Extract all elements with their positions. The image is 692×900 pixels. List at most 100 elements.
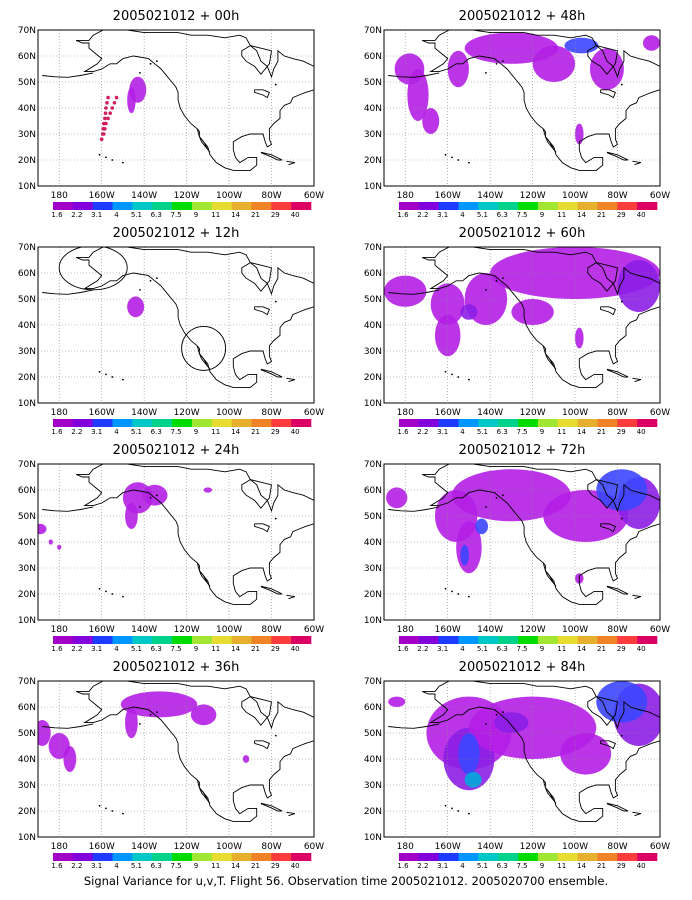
colorbar-label: 2.2 — [417, 428, 428, 436]
colorbar-swatch — [617, 419, 638, 427]
map-panel-24h: 2005021012 + 24h 10N 20N 30N 40N 50N 60N 70N 180… — [0, 434, 346, 653]
signal-region — [63, 746, 77, 772]
signal-region — [120, 691, 198, 718]
colorbar-label: 14 — [577, 645, 586, 653]
colorbar-swatch — [577, 636, 598, 644]
x-tick-label: 80W — [607, 408, 627, 418]
signal-region — [560, 733, 612, 775]
colorbar-label: 4 — [460, 862, 465, 870]
colorbar-label: 7.5 — [517, 211, 528, 219]
colorbar: 1.6 2.2 3.1 4 5.1 6.3 7.5 9 11 14 21 29 40 — [397, 419, 658, 436]
colorbar-swatch — [617, 202, 638, 210]
colorbar-swatch — [172, 853, 193, 861]
colorbar-swatch — [438, 202, 459, 210]
colorbar-swatch — [172, 202, 193, 210]
colorbar-label: 7.5 — [171, 645, 182, 653]
x-tick-label: 160W — [435, 408, 461, 418]
x-tick-label: 60W — [650, 842, 670, 852]
colorbar-swatch — [211, 853, 232, 861]
signal-region — [127, 87, 136, 114]
y-tick-label: 20N — [364, 373, 382, 383]
panel-title: 2005021012 + 00h — [113, 9, 240, 24]
colorbar-swatch — [577, 202, 598, 210]
colorbar-label: 40 — [291, 211, 300, 219]
colorbar-swatch — [53, 202, 74, 210]
colorbar-label: 40 — [291, 862, 300, 870]
observation-point — [108, 111, 112, 115]
colorbar-swatch — [231, 419, 252, 427]
colorbar-label: 29 — [617, 428, 626, 436]
colorbar-swatch — [418, 419, 439, 427]
x-tick-label: 120W — [174, 191, 200, 201]
colorbar-swatch — [271, 202, 292, 210]
colorbar-swatch — [53, 853, 74, 861]
colorbar-label: 5.1 — [131, 862, 142, 870]
colorbar-swatch — [211, 636, 232, 644]
observation-point — [99, 137, 104, 141]
y-tick-label: 40N — [18, 755, 36, 765]
colorbar-swatch — [291, 853, 312, 861]
colorbar-label: 2.2 — [71, 645, 82, 653]
y-tick-label: 10N — [18, 616, 36, 626]
x-tick-label: 60W — [304, 408, 324, 418]
colorbar-label: 2.2 — [71, 428, 82, 436]
colorbar-label: 2.2 — [417, 645, 428, 653]
colorbar-label: 29 — [617, 211, 626, 219]
colorbar-swatch — [231, 636, 252, 644]
colorbar-swatch — [132, 419, 153, 427]
coastline — [388, 247, 660, 388]
y-tick-label: 10N — [18, 182, 36, 192]
y-tick-label: 20N — [364, 590, 382, 600]
colorbar-label: 1.6 — [397, 645, 409, 653]
colorbar-label: 14 — [577, 428, 586, 436]
x-tick-label: 100W — [562, 191, 588, 201]
y-tick-label: 60N — [18, 269, 36, 279]
colorbar-swatch — [251, 853, 272, 861]
colorbar-swatch — [498, 636, 519, 644]
colorbar-swatch — [172, 636, 193, 644]
colorbar-swatch — [271, 419, 292, 427]
colorbar-swatch — [251, 202, 272, 210]
colorbar-label: 14 — [231, 862, 240, 870]
colorbar-swatch — [152, 202, 173, 210]
signal-region — [203, 487, 213, 493]
map-panel-12h: 2005021012 + 12h 10N 20N 30N 40N 50N 60N 70N 180… — [0, 217, 346, 436]
y-tick-label: 50N — [364, 512, 382, 522]
colorbar-label: 9 — [540, 645, 544, 653]
observation-point — [102, 132, 106, 136]
colorbar-swatch — [617, 853, 638, 861]
colorbar-label: 4 — [114, 645, 119, 653]
x-tick-label: 140W — [477, 408, 503, 418]
colorbar-swatch — [152, 853, 173, 861]
colorbar: 1.6 2.2 3.1 4 5.1 6.3 7.5 9 11 14 21 29 40 — [51, 202, 312, 219]
colorbar-swatch — [458, 202, 479, 210]
colorbar-swatch — [152, 419, 173, 427]
colorbar-label: 9 — [194, 645, 198, 653]
y-tick-label: 20N — [364, 156, 382, 166]
colorbar-label: 6.3 — [151, 862, 162, 870]
colorbar-label: 7.5 — [517, 428, 528, 436]
colorbar-label: 11 — [557, 862, 566, 870]
colorbar-label: 3.1 — [437, 428, 448, 436]
map-panel-72h: 2005021012 + 72h 10N 20N 30N 40N 50N 60N 70N 180… — [346, 434, 692, 653]
y-tick-label: 10N — [18, 833, 36, 843]
y-tick-label: 30N — [18, 564, 36, 574]
colorbar-swatch — [112, 636, 133, 644]
colorbar-label: 3.1 — [91, 211, 102, 219]
plot-frame — [37, 680, 315, 838]
plot-frame — [37, 29, 315, 187]
colorbar-label: 21 — [597, 645, 606, 653]
colorbar-swatch — [518, 202, 539, 210]
colorbar-swatch — [498, 419, 519, 427]
x-tick-label: 160W — [89, 625, 115, 635]
colorbar-label: 21 — [251, 428, 260, 436]
colorbar-label: 29 — [271, 862, 280, 870]
colorbar-label: 5.1 — [131, 428, 142, 436]
colorbar-swatch — [132, 202, 153, 210]
y-tick-label: 40N — [364, 104, 382, 114]
y-tick-label: 10N — [364, 182, 382, 192]
panel-title: 2005021012 + 36h — [113, 660, 240, 675]
colorbar-swatch — [399, 636, 420, 644]
colorbar-label: 6.3 — [497, 211, 508, 219]
signal-region — [388, 696, 406, 707]
